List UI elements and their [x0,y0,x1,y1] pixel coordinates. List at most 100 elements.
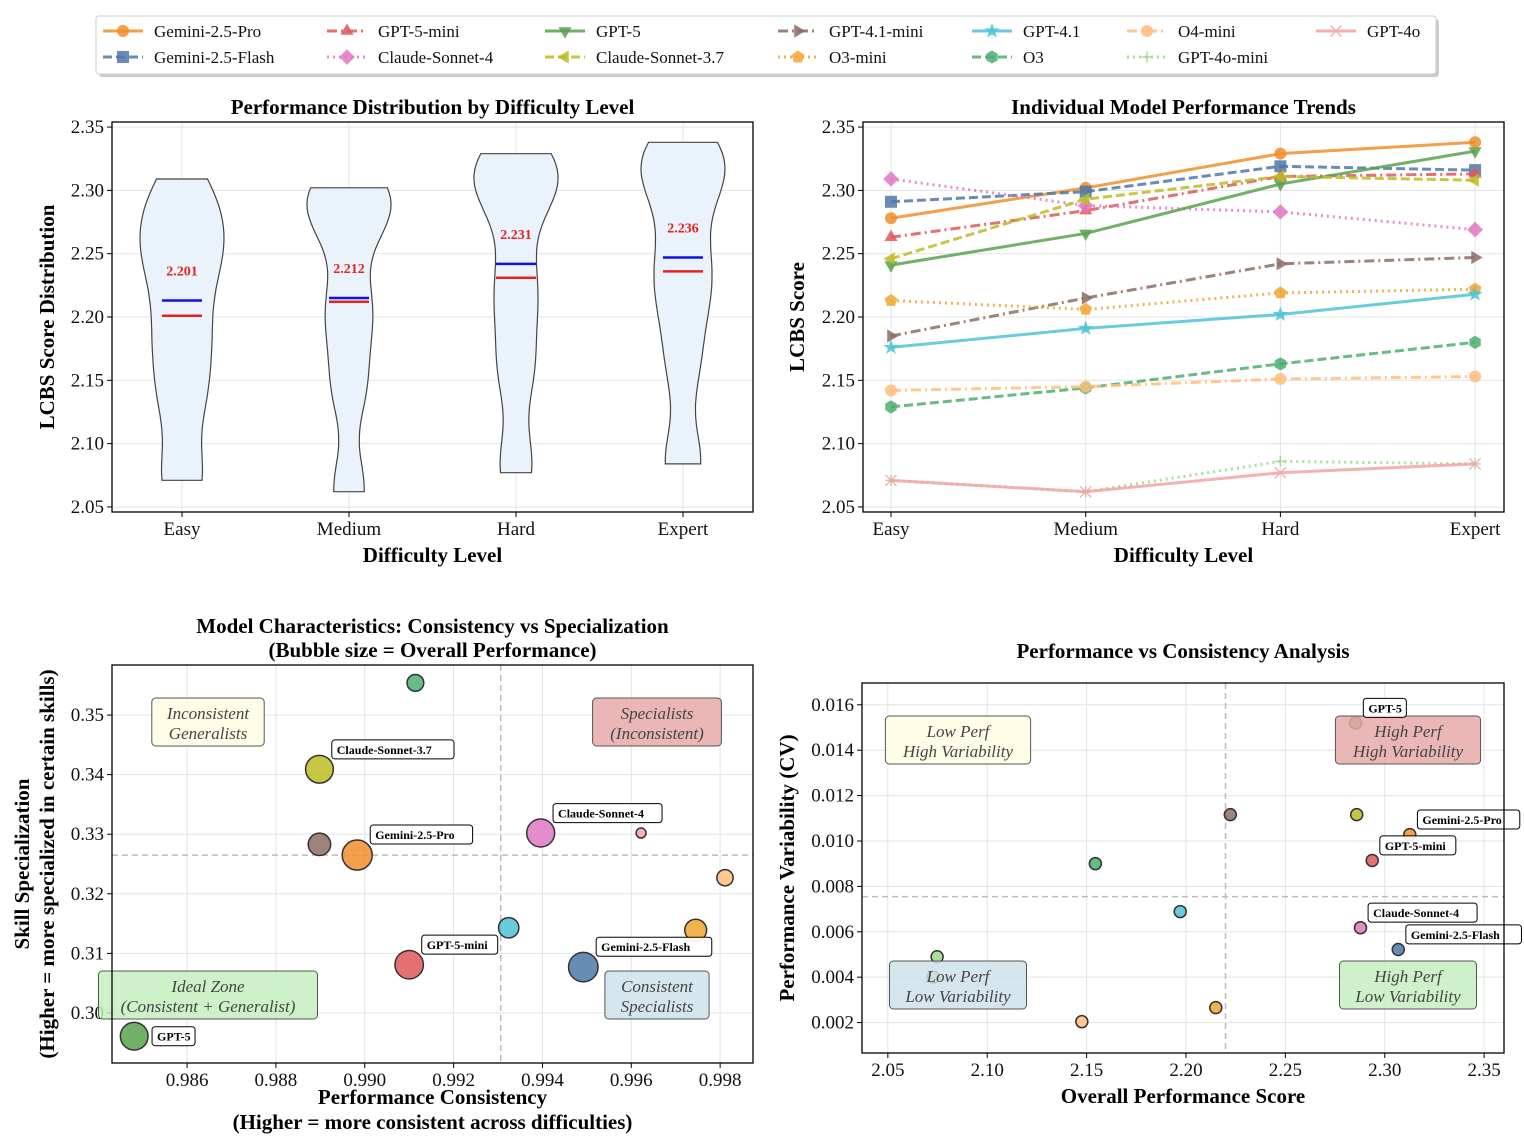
x-tick-label: Hard [497,519,535,540]
legend-label: GPT-4o-mini [1178,48,1268,67]
legend-marker [791,50,805,63]
y-tick-label: 2.30 [71,180,104,201]
y-tick-label: 2.25 [822,244,855,265]
point-gpt-4o [635,827,647,839]
point-gpt-5-mini [1365,853,1379,868]
y-axis-label: LCBS Score [785,262,809,372]
panel-4: 0.002 0.004 0.006 0.008 0.010 0.012 0.014 0.016… [775,639,1522,1108]
point-gpt-5 [119,1021,149,1051]
y-tick-label: 2.20 [822,307,855,328]
legend-marker [557,50,569,64]
point-claude-sonnet-3.7 [1349,807,1364,822]
mean-label: 2.201 [166,265,198,280]
legend-marker [117,51,129,63]
series-line [890,255,1476,338]
legend-item: GPT-4.1-mini [778,22,924,41]
data-point [1081,291,1094,305]
point-label: GPT-5-mini [427,938,489,952]
point-o4-mini [1075,1014,1089,1029]
x-tick-label: Hard [1261,519,1299,540]
point-label: GPT-5-mini [1385,839,1447,853]
legend-marker [984,22,1000,38]
series-gpt-4o [884,457,1482,498]
legend-item: O3 [972,48,1044,67]
legend-label: O4-mini [1178,22,1236,41]
series-gemini-2.5-flash [885,160,1482,208]
data-point [1079,485,1092,498]
y-tick-label: 0.006 [811,922,854,943]
x-tick-label: 2.20 [1169,1060,1202,1081]
legend-item: GPT-4.1 [972,22,1080,41]
data-point [883,171,899,187]
point-claude-sonnet-4 [1353,920,1368,935]
legend-label: GPT-5-mini [378,22,460,41]
y-tick-label: 0.32 [71,884,104,905]
legend-label: GPT-4.1 [1023,22,1080,41]
legend-item: GPT-5 [545,22,641,41]
series-claude-sonnet-3.7 [883,169,1479,266]
point-gemini-2.5-pro [341,839,373,871]
legend-item: Gemini-2.5-Pro [103,22,261,41]
quadrant-box [1339,960,1477,1010]
x-axis-label: Difficulty Level [1114,543,1254,567]
x-tick-label: Medium [317,519,382,540]
series-line [890,172,1476,239]
quadrant-label: Inconsistent [166,704,250,723]
x-tick-label: 2.10 [971,1060,1004,1081]
x-tick-label: Expert [1450,519,1501,540]
chart-title: Performance vs Consistency Analysis [1016,639,1349,663]
quadrant-box [889,960,1027,1010]
y-tick-label: 2.30 [822,180,855,201]
data-point [1078,192,1090,206]
data-point [1469,335,1481,349]
mean-label: 2.236 [667,221,699,236]
x-tick-label: 0.998 [699,1070,742,1091]
y-tick-label: 2.05 [822,497,855,518]
point-gemini-2.5-flash [567,951,599,983]
y-tick-label: 0.34 [71,765,105,786]
point-label: Gemini-2.5-Flash [1411,928,1500,942]
point-o3 [406,673,425,693]
series-line [890,140,1476,220]
legend: Gemini-2.5-Pro Gemini-2.5-Flash GPT-5-mini… [95,15,1439,77]
data-point [1272,306,1289,321]
x-tick-label: Easy [873,519,910,540]
x-tick-label: 0.994 [521,1070,564,1091]
y-tick-label: 0.004 [811,967,854,988]
y-axis-label: LCBS Score Distribution [35,204,59,429]
data-point [1274,286,1287,299]
data-point [1471,250,1483,265]
point-label: GPT-5 [1368,701,1402,715]
data-point [887,329,899,343]
data-point [1467,286,1483,301]
quadrant-label: Low Perf [926,967,992,986]
data-point [1272,204,1289,220]
data-point [884,474,898,487]
point-gpt-5-mini [394,949,425,980]
quadrant-label: Low Variability [904,987,1011,1006]
data-point [1467,221,1484,238]
point-label: Claude-Sonnet-4 [558,807,644,821]
point-label-box [595,936,713,957]
quadrant-label: Ideal Zone [170,977,245,996]
mean-label: 2.212 [333,262,365,277]
series-gpt-4.1-mini [887,250,1483,343]
quadrant-box [151,697,265,747]
panel-1: 2.05 2.10 2.15 2.20 2.25 2.30 2.35 Easy Medium Ha… [35,95,754,567]
y-tick-label: 2.35 [71,117,104,138]
legend-item: O3-mini [778,48,887,67]
legend-marker [1329,24,1343,38]
y-tick-label: 0.010 [811,831,854,852]
point-label: Gemini-2.5-Pro [1422,813,1501,827]
panel-3: 0.30 0.31 0.32 0.33 0.34 0.35 0.986 0.988 0.990 0… [10,614,754,1134]
y-tick-label: 2.25 [71,244,104,265]
y-axis-label: Performance Variability (CV) [775,734,799,1001]
x-tick-label: 0.986 [166,1070,209,1091]
point-label-box [369,824,474,845]
data-point [884,229,898,241]
data-point [885,195,897,208]
x-axis-label: Performance Consistency [318,1085,548,1109]
legend-marker [794,24,806,38]
quadrant-box [98,970,318,1020]
legend-item: GPT-5-mini [327,22,460,41]
